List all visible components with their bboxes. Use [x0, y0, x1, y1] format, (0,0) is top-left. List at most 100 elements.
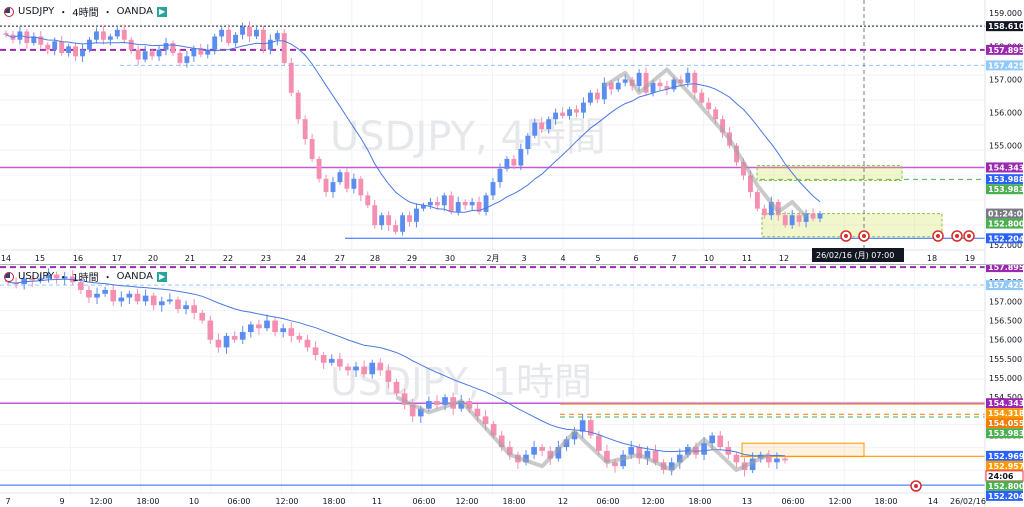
time-axis-label: 17 [112, 254, 122, 263]
time-axis-label: 29 [407, 254, 417, 263]
candle-body [747, 175, 753, 193]
candle-body [219, 29, 225, 37]
candle-body [135, 49, 141, 60]
time-axis-label: 12:00 [828, 497, 851, 506]
time-axis-label: 06:00 [781, 497, 804, 506]
candle-body [107, 36, 113, 40]
economic-event-icon-dot [967, 234, 971, 238]
chart-4h-canvas[interactable]: USDJPY, 4時間159.000158.000157.000156.0001… [0, 0, 1024, 264]
economic-event-icon-dot [955, 234, 959, 238]
candle-body [353, 366, 359, 371]
candle-body [312, 347, 319, 356]
price-tag-label: 154.343 [988, 399, 1024, 408]
market-status-icon[interactable]: ▶ [157, 6, 168, 17]
chart-1h-canvas[interactable]: USDJPY, 1時間157.500157.000156.500156.0001… [0, 265, 1024, 507]
candle-body [78, 282, 84, 290]
time-axis-label: 24 [296, 254, 306, 263]
candle-body [409, 404, 416, 417]
candle-body [328, 358, 335, 363]
time-axis-label: 19 [965, 254, 975, 263]
price-tag-label: 153.983 [988, 429, 1024, 438]
candle-body [207, 320, 214, 340]
candle-body [636, 72, 642, 87]
candle-body [490, 182, 496, 196]
candle-body [118, 297, 125, 302]
time-axis-label: 16 [73, 254, 83, 263]
candle-body [817, 213, 823, 219]
time-axis-label: 12:00 [275, 497, 298, 506]
candle-body [239, 332, 246, 340]
candle-body [323, 178, 329, 193]
candle-body [476, 201, 482, 212]
candle-body [469, 201, 475, 206]
candle-body [490, 424, 497, 436]
candle-body [532, 122, 538, 136]
legend-symbol[interactable]: USDJPY [18, 271, 55, 282]
candle-body [205, 49, 211, 55]
candle-body [462, 201, 468, 206]
price-tag-label: 152.800 [988, 220, 1024, 229]
us-flag-icon [4, 6, 14, 17]
candle-body [274, 33, 280, 40]
time-axis-label: 12:00 [455, 497, 478, 506]
candle-body [369, 362, 376, 375]
supply-zone [756, 165, 903, 181]
candle-body [458, 401, 465, 409]
legend-timeframe[interactable]: 4時間 [72, 8, 99, 19]
candle-body [86, 289, 92, 298]
candle-body [150, 295, 157, 306]
candle-body [337, 358, 343, 367]
legend-symbol[interactable]: USDJPY [18, 6, 55, 17]
chart-pane-4h[interactable]: USDJPY, 4時間159.000158.000157.000156.0001… [0, 0, 1024, 265]
time-axis-label: 7 [671, 254, 676, 263]
candle-body [256, 324, 262, 329]
time-axis-label: 9 [59, 497, 64, 506]
time-axis-label: 28 [370, 254, 380, 263]
candle-body [37, 278, 44, 281]
chart-pane-1h[interactable]: USDJPY, 1時間157.500157.000156.500156.0001… [0, 265, 1024, 507]
price-tag-label: 154.343 [988, 163, 1024, 172]
candle-body [741, 162, 746, 176]
price-tag-label: 152.204 [988, 234, 1024, 243]
candle-body [386, 215, 392, 226]
candle-body [421, 205, 426, 209]
economic-event-icon-dot [844, 234, 848, 238]
price-axis-label: 152.000 [989, 241, 1022, 250]
candle-body [466, 401, 473, 409]
price-axis: 159.000158.000157.000156.000155.000154.0… [984, 0, 1024, 264]
time-axis-label: 14 [1, 254, 11, 263]
candle-body [393, 225, 399, 232]
candle-body [114, 29, 120, 37]
candle-body [579, 420, 586, 432]
candle-body [789, 215, 795, 226]
candle-body [163, 43, 169, 50]
time-axis-label: 7 [5, 497, 10, 506]
candle-body [377, 362, 384, 371]
candle-body [272, 320, 278, 333]
candle-body [45, 274, 52, 279]
candle-body [302, 119, 308, 140]
price-tag-label: 152.957 [988, 462, 1024, 471]
candle-body [296, 335, 303, 340]
candle-body [608, 82, 614, 90]
legend-separator: ・ [102, 8, 113, 19]
price-axis-label: 159.000 [989, 9, 1022, 18]
candle-body [191, 48, 197, 57]
time-axis-label: 12 [779, 254, 789, 263]
legend-4h: USDJPY ・ 4時間 ・ OANDA ▶ [4, 4, 168, 19]
time-axis-label: 18 [927, 254, 937, 263]
candle-body [761, 208, 767, 216]
time-axis-label: 18:00 [136, 497, 159, 506]
economic-event-icon-dot [862, 234, 866, 238]
price-axis-label: 156.500 [989, 317, 1022, 326]
candle-body [372, 205, 378, 226]
candle-body [652, 450, 659, 463]
candle-body [254, 29, 259, 37]
price-tag-label: 157.425 [988, 281, 1024, 290]
price-tag [986, 208, 1023, 219]
candle-body [3, 33, 9, 35]
time-axis-label: 12:00 [89, 497, 112, 506]
candle-body [361, 366, 367, 375]
market-status-icon[interactable]: ▶ [157, 271, 168, 282]
legend-timeframe[interactable]: 1時間 [72, 273, 99, 284]
